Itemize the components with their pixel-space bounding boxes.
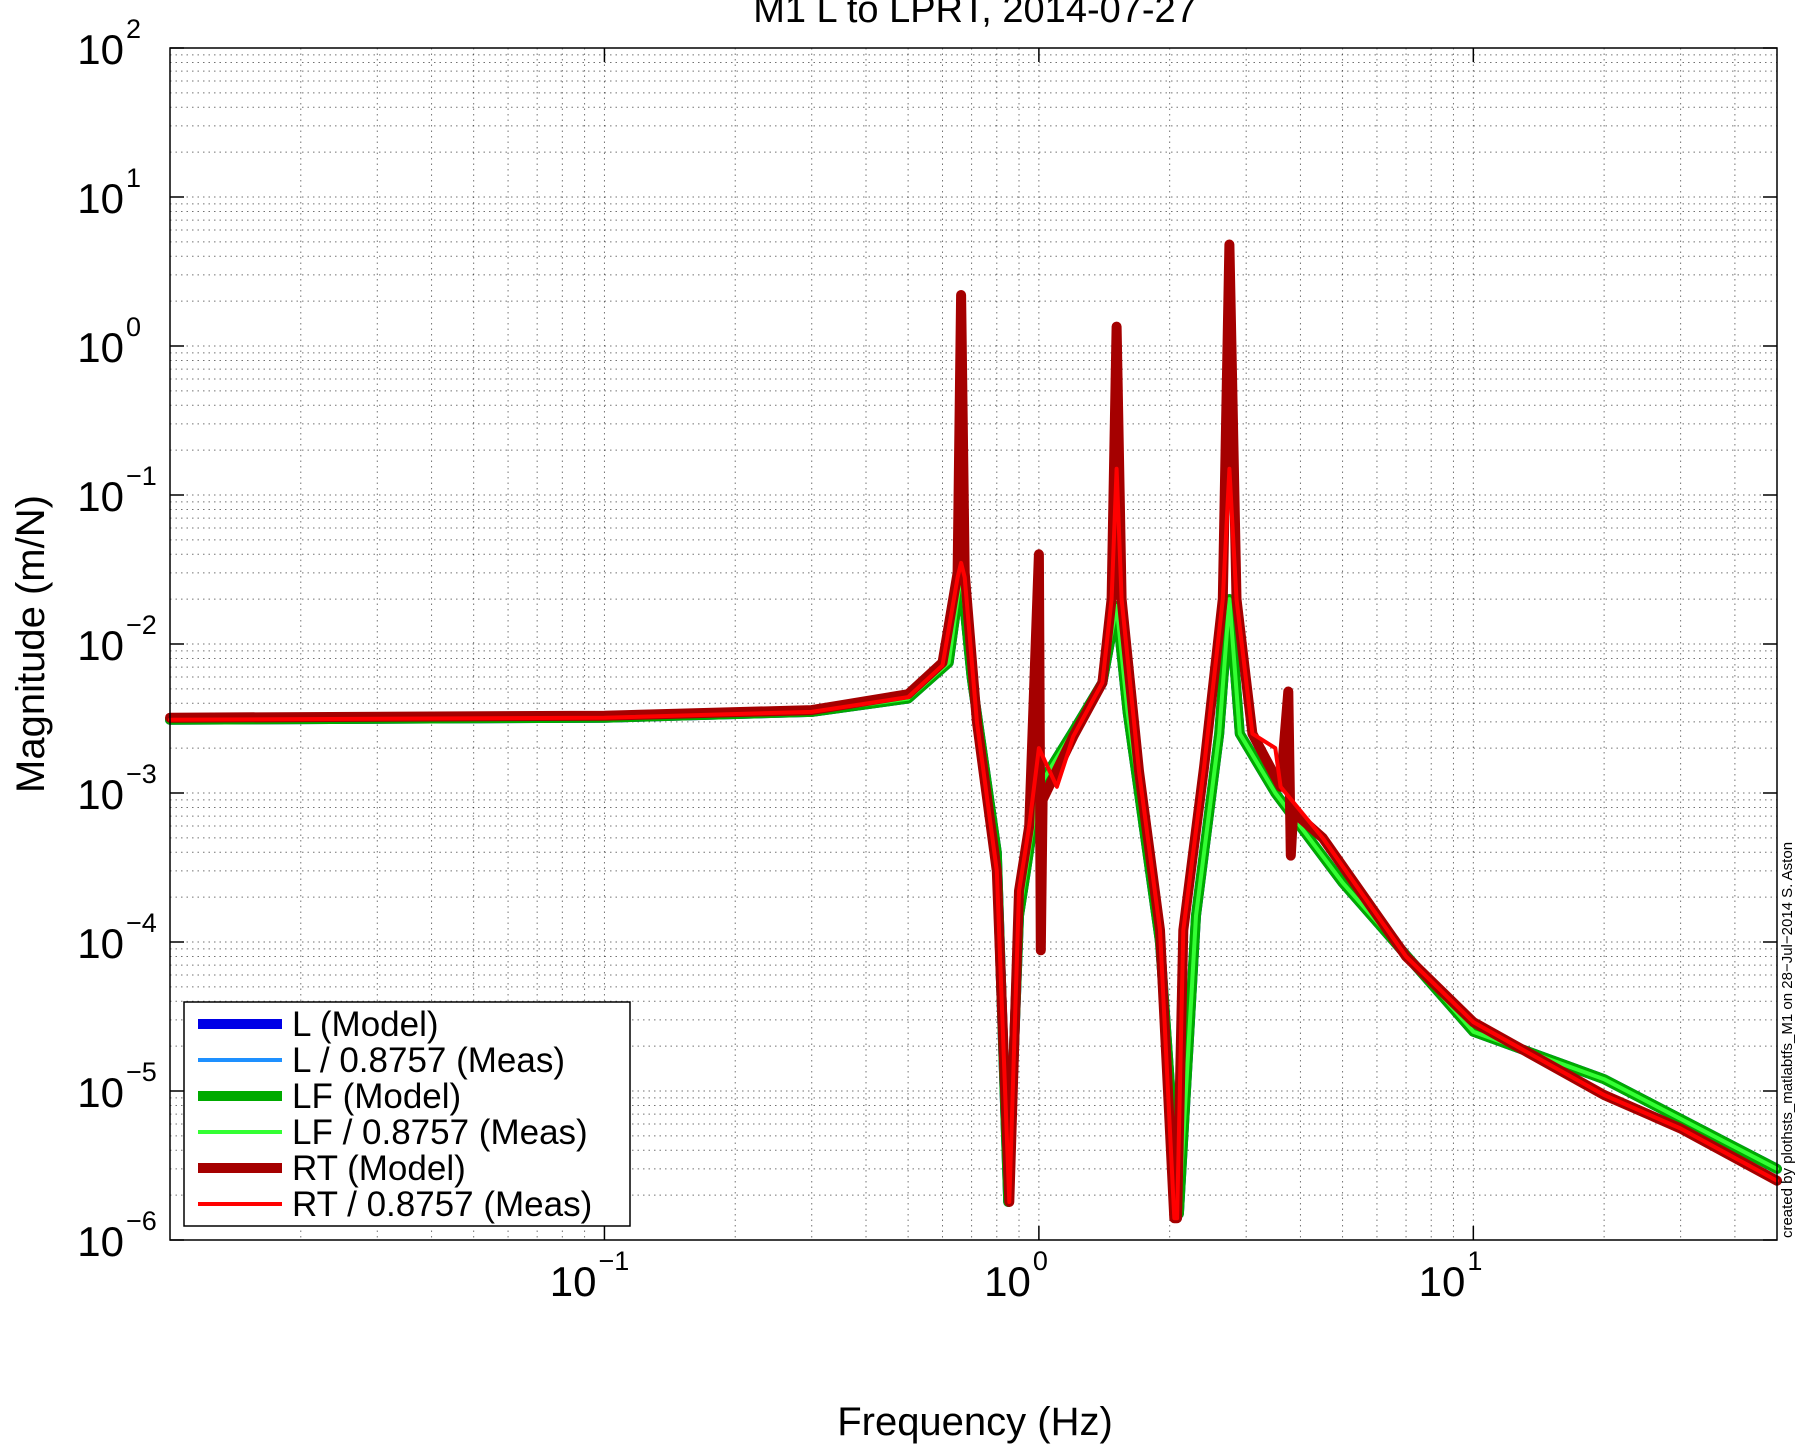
y-tick-label: 10 −1: [77, 461, 157, 520]
svg-text:10: 10: [77, 920, 124, 967]
legend: L (Model)L / 0.8757 (Meas)LF (Model)LF /…: [183, 1001, 631, 1227]
y-tick-label: 10 −6: [77, 1206, 157, 1265]
series-line: [168, 466, 1779, 1221]
svg-text:10: 10: [77, 771, 124, 818]
svg-text:10: 10: [77, 473, 124, 520]
legend-label: L (Model): [292, 1005, 439, 1044]
svg-text:10: 10: [77, 622, 124, 669]
svg-text:1: 1: [1467, 1246, 1482, 1276]
svg-text:−2: −2: [126, 610, 157, 640]
legend-item: RT (Model): [198, 1149, 466, 1188]
chart-title: M1 L to LPRT, 2014-07-27: [753, 0, 1197, 31]
svg-text:10: 10: [984, 1258, 1031, 1305]
svg-text:10: 10: [550, 1258, 597, 1305]
svg-text:−3: −3: [126, 759, 157, 789]
legend-label: RT / 0.8757 (Meas): [292, 1185, 592, 1224]
svg-text:10: 10: [77, 26, 124, 73]
y-tick-label: 10 −3: [77, 759, 157, 818]
svg-text:10: 10: [77, 1069, 124, 1116]
svg-text:10: 10: [77, 1218, 124, 1265]
x-tick-label: 10 1: [1419, 1246, 1483, 1305]
svg-text:−1: −1: [598, 1246, 629, 1276]
axis-ticks: [170, 47, 1777, 1241]
legend-item: LF / 0.8757 (Meas): [198, 1113, 588, 1152]
y-tick-label: 10 0: [77, 312, 141, 371]
legend-box: [183, 1001, 631, 1227]
svg-text:−6: −6: [126, 1206, 157, 1236]
legend-item: L (Model): [198, 1005, 439, 1044]
svg-text:−5: −5: [126, 1057, 157, 1087]
x-axis-label: Frequency (Hz): [837, 1400, 1113, 1444]
series-layer: [165, 239, 1782, 1224]
svg-text:−4: −4: [126, 908, 157, 938]
legend-label: RT (Model): [292, 1149, 466, 1188]
x-tick-labels: 10 −1 10 0 10 1: [550, 1246, 1483, 1305]
y-axis-label: Magnitude (m/N): [9, 495, 53, 793]
y-tick-label: 10 1: [77, 163, 141, 222]
svg-text:−1: −1: [126, 461, 157, 491]
svg-text:10: 10: [77, 324, 124, 371]
legend-label: LF (Model): [292, 1077, 461, 1116]
legend-label: L / 0.8757 (Meas): [292, 1041, 565, 1080]
svg-text:10: 10: [1419, 1258, 1466, 1305]
svg-text:1: 1: [126, 163, 141, 193]
legend-item: LF (Model): [198, 1077, 461, 1116]
svg-text:0: 0: [126, 312, 141, 342]
legend-label: LF / 0.8757 (Meas): [292, 1113, 588, 1152]
svg-text:0: 0: [1033, 1246, 1048, 1276]
x-tick-label: 10 −1: [550, 1246, 630, 1305]
legend-item: RT / 0.8757 (Meas): [198, 1185, 592, 1224]
svg-text:2: 2: [126, 14, 141, 44]
credit-text: created by plothsts_matlabtfs_M1 on 28−J…: [1779, 842, 1796, 1238]
y-tick-label: 10 −4: [77, 908, 157, 967]
svg-text:10: 10: [77, 175, 124, 222]
y-tick-label: 10 −5: [77, 1057, 157, 1116]
y-tick-label: 10 −2: [77, 610, 157, 669]
x-tick-label: 10 0: [984, 1246, 1048, 1305]
y-tick-label: 10 2: [77, 14, 141, 73]
legend-item: L / 0.8757 (Meas): [198, 1041, 565, 1080]
